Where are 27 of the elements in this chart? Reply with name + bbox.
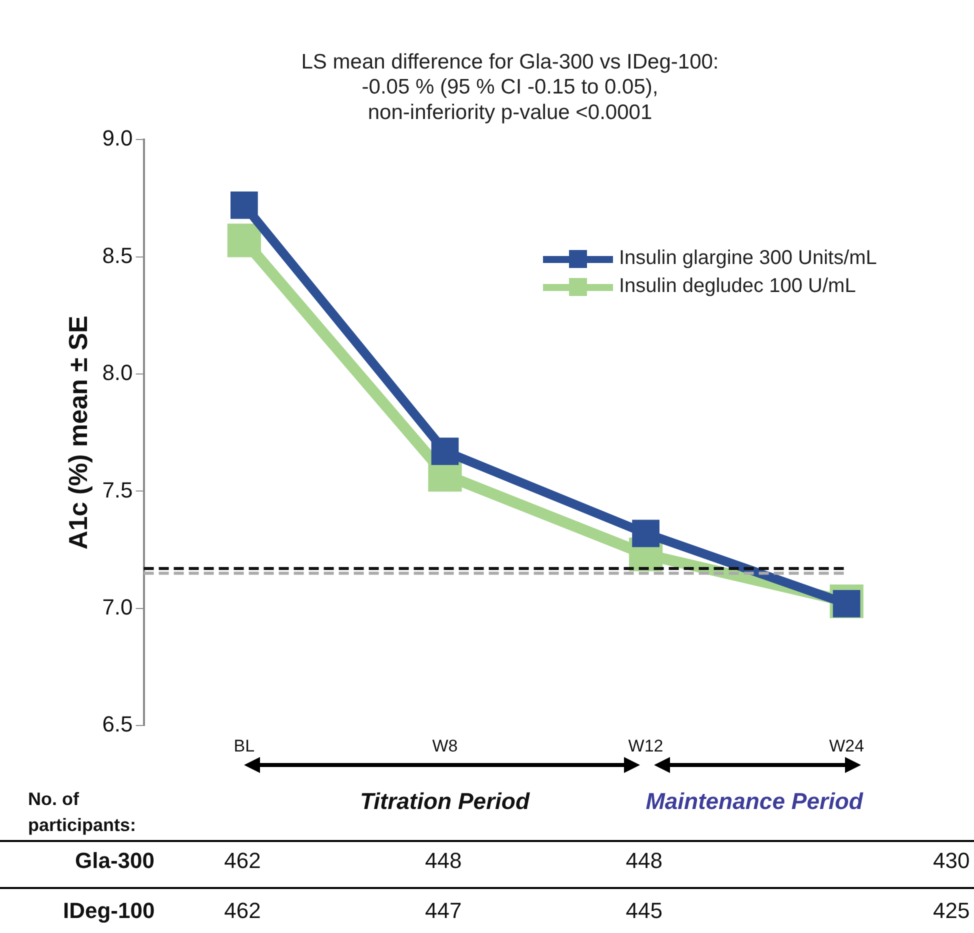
text: 448 [424, 848, 462, 874]
text: 462 [224, 848, 261, 874]
x-tick-label: W24 [829, 736, 864, 756]
text: 425 [933, 898, 970, 924]
text: 462 [224, 898, 261, 924]
x-tick-label: W12 [628, 736, 664, 756]
legend-label: Insulin glargine 300 Units/mL [619, 247, 877, 270]
x-tick-label: BL [234, 736, 255, 756]
text: 445 [626, 898, 662, 924]
text: 447 [424, 898, 462, 924]
y-tick-label: 7.0 [102, 594, 133, 620]
text: Maintenance Period [646, 788, 863, 815]
y-tick-label: 7.5 [102, 477, 133, 502]
x-tick-label: W8 [432, 736, 458, 756]
text: Titration Period [360, 788, 530, 815]
y-axis-title: A1c (%) mean ± SE [62, 316, 93, 550]
text: Gla-300 [75, 848, 154, 874]
y-tick-label: 6.5 [102, 712, 133, 737]
y-tick-label: 9.0 [102, 126, 133, 151]
chart-title: LS mean difference for Gla-300 vs IDeg-100: -0.05 % (95 % CI -0.15 to 0.05), non-inferiority p-value <0.0001 [301, 50, 719, 124]
text: 448 [626, 848, 662, 874]
text: No. of participants: [28, 788, 138, 837]
text: 430 [933, 848, 970, 874]
text: IDeg-100 [63, 898, 155, 924]
y-tick-label: 8.0 [102, 360, 133, 386]
y-tick-label: 8.5 [102, 242, 133, 268]
legend-label: Insulin degludec 100 U/mL [619, 275, 856, 298]
